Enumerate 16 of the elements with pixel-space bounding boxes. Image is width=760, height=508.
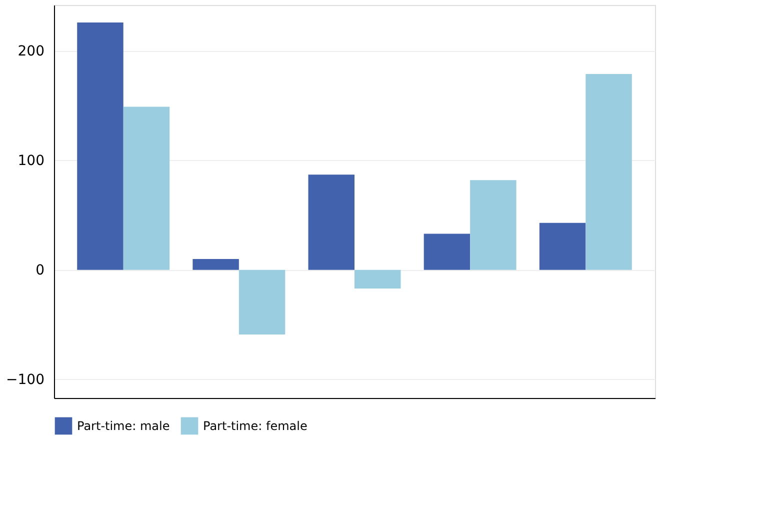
bar bbox=[238, 270, 286, 335]
legend-label: Part-time: female bbox=[203, 418, 308, 433]
bar bbox=[470, 180, 516, 270]
bar bbox=[354, 270, 401, 289]
bar bbox=[123, 106, 170, 270]
bar bbox=[192, 258, 239, 270]
y-tick-label: 200 bbox=[18, 43, 44, 60]
bar bbox=[539, 222, 586, 270]
y-tick-label: 0 bbox=[36, 262, 44, 278]
bar bbox=[308, 174, 354, 270]
y-tick-label: −100 bbox=[6, 372, 44, 388]
legend-label: Part-time: male bbox=[77, 418, 170, 433]
y-tick-label: 100 bbox=[18, 152, 44, 169]
bar bbox=[586, 74, 632, 270]
bar bbox=[77, 22, 124, 270]
bar bbox=[424, 234, 470, 270]
